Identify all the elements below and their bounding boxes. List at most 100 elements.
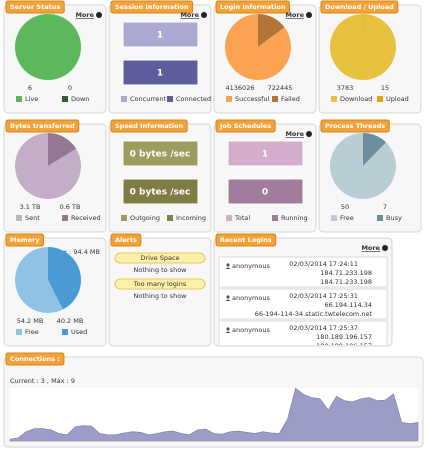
value-label: 6 (28, 84, 32, 92)
alert-text: Nothing to show (133, 292, 187, 300)
legend-swatch (121, 96, 127, 102)
value-text: 1 (157, 31, 163, 41)
login-ip: 180.189.196.157 (316, 333, 372, 341)
legend-label: Received (71, 214, 101, 222)
entry-box (218, 256, 388, 288)
pie-slice (15, 14, 81, 80)
pie-slice (48, 133, 77, 166)
connections-summary: Current : 3 , Max : 9 (10, 377, 75, 385)
title-tab (215, 119, 276, 133)
pie-slice (330, 133, 396, 199)
title-tab (110, 0, 194, 14)
legend-label: Concurrent (130, 95, 167, 103)
value-box (122, 21, 199, 48)
panel-title: Bytes transferred (10, 122, 75, 130)
legend-swatch (62, 215, 68, 221)
legend-swatch (62, 329, 68, 335)
value-box (122, 140, 199, 167)
title-tab (320, 119, 390, 133)
value-label: 0.6 TB (60, 203, 81, 211)
panel-title: Speed Information (115, 122, 184, 130)
login-time: 02/03/2014 17:25:31 (289, 292, 358, 300)
login-user: anonymous (232, 262, 270, 270)
more-link[interactable]: More (285, 11, 304, 19)
value-text: 0 (262, 188, 268, 198)
legend-label: Download (340, 95, 372, 103)
value-label: 4136026 (226, 84, 255, 92)
entry-box (218, 320, 388, 345)
value-box (122, 59, 199, 86)
legend-swatch (16, 215, 22, 221)
legend-label: Live (25, 95, 38, 103)
user-icon (226, 263, 230, 267)
more-icon[interactable] (306, 131, 312, 137)
value-label: 722445 (268, 84, 293, 92)
legend-swatch (377, 96, 383, 102)
user-icon (225, 331, 231, 333)
more-icon[interactable] (201, 12, 207, 18)
legend-swatch (16, 329, 22, 335)
more-icon[interactable] (306, 12, 312, 18)
user-icon (225, 299, 231, 301)
login-entry: anonymous 02/03/2014 17:25:3166.194.114.3… (218, 288, 388, 320)
pie-slice (14, 247, 63, 313)
more-link[interactable]: More (75, 11, 94, 19)
more-link[interactable]: More (361, 244, 380, 252)
legend-swatch (331, 215, 337, 221)
title-tab (5, 233, 45, 247)
pie-slice (363, 14, 364, 47)
more-link[interactable]: More (285, 130, 304, 138)
value-box (122, 178, 199, 205)
panel-title: Session Information (115, 3, 189, 11)
value-box (227, 178, 304, 205)
legend-swatch (16, 96, 22, 102)
title-tab (5, 352, 65, 366)
value-text: 0 bytes /sec (130, 188, 191, 198)
title-tab (5, 119, 80, 133)
legend-swatch (226, 96, 232, 102)
login-host: 66-194-114-34.static.twtelecom.net (255, 310, 373, 318)
title-tab (5, 0, 65, 14)
value-label: 50 (341, 203, 349, 211)
legend-swatch (272, 96, 278, 102)
legend-label: Incoming (176, 214, 206, 222)
user-icon (226, 295, 230, 299)
login-user: anonymous (232, 294, 270, 302)
login-time: 02/03/2014 17:25:37 (289, 324, 358, 332)
login-host: 180.189.196.157 (316, 342, 372, 350)
more-icon[interactable] (382, 245, 388, 251)
value-label: 3.1 TB (20, 203, 41, 211)
user-icon (225, 267, 231, 269)
panel-title: Recent Logins (220, 236, 272, 244)
panel-title: Alerts (115, 236, 137, 244)
pie-slice (363, 133, 387, 166)
alert-pill (114, 278, 206, 290)
value-label: 15 (381, 84, 389, 92)
pie-slice (48, 247, 81, 310)
more-icon[interactable] (96, 12, 102, 18)
legend-label: Upload (386, 95, 409, 103)
legend-label: Total (234, 214, 250, 222)
panel-title: Server Status (10, 3, 60, 11)
value-label: 7 (383, 203, 387, 211)
title-tab (110, 233, 142, 247)
more-link[interactable]: More (180, 11, 199, 19)
panel-title: Connections : (10, 355, 60, 363)
pie-slice (330, 14, 396, 80)
memory-max: Max : 94.4 MB (54, 248, 100, 256)
entry-box (218, 288, 388, 320)
legend-swatch (377, 215, 383, 221)
legend-swatch (272, 215, 278, 221)
title-tab (110, 119, 188, 133)
value-label: 3783 (337, 84, 354, 92)
panel-title: Memory (10, 236, 40, 244)
alert-name: Drive Space (140, 254, 179, 262)
alert-name: Too many logins (133, 280, 187, 288)
user-icon (226, 327, 230, 331)
login-user: anonymous (232, 326, 270, 334)
panel-title: Login Information (220, 3, 286, 11)
pie-slice (225, 14, 292, 81)
legend-swatch (331, 96, 337, 102)
login-host: 184.71.233.198 (320, 278, 372, 286)
login-entry: anonymous 02/03/2014 17:24:11184.71.233.1… (218, 256, 388, 288)
